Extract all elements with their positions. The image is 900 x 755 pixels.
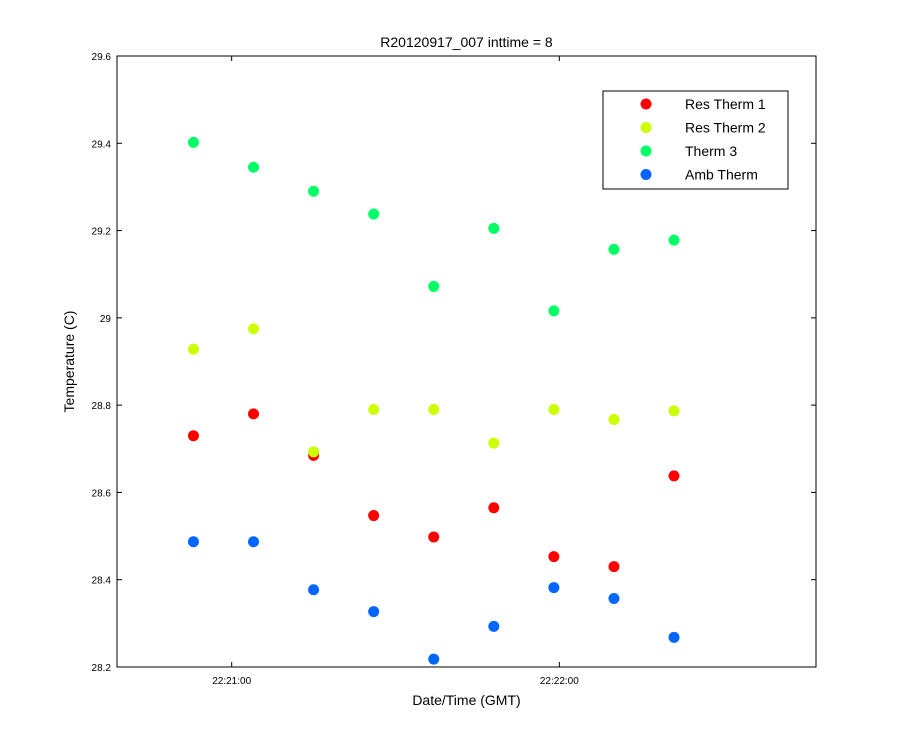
legend-marker-res-therm-2 <box>640 122 652 133</box>
point-amb-therm <box>248 536 260 548</box>
legend-label-res-therm-1: Res Therm 1 <box>685 96 766 112</box>
point-therm-3 <box>428 280 440 292</box>
point-amb-therm <box>608 592 620 604</box>
chart-title: R20120917_007 inttime = 8 <box>380 34 553 50</box>
point-res-therm-1 <box>187 430 199 442</box>
x-axis-title: Date/Time (GMT) <box>412 692 520 708</box>
y-tick-label: 29 <box>100 314 112 325</box>
legend-label-res-therm-2: Res Therm 2 <box>685 120 766 136</box>
point-amb-therm <box>668 631 680 643</box>
point-therm-3 <box>488 222 500 234</box>
point-amb-therm <box>488 620 500 632</box>
point-res-therm-1 <box>608 561 620 573</box>
point-res-therm-2 <box>308 446 320 458</box>
y-tick-label: 29.6 <box>92 52 112 63</box>
point-amb-therm <box>548 582 560 594</box>
y-tick-label: 28.4 <box>92 576 112 587</box>
point-res-therm-1 <box>488 502 500 514</box>
point-therm-3 <box>368 208 380 220</box>
point-amb-therm <box>308 584 320 596</box>
point-res-therm-2 <box>488 437 500 449</box>
y-tick-label: 28.8 <box>92 401 112 412</box>
x-tick-label: 22:21:00 <box>212 676 251 687</box>
x-tick-label: 22:22:00 <box>540 676 579 687</box>
point-therm-3 <box>248 161 260 173</box>
point-therm-3 <box>548 305 560 317</box>
y-axis-title: Temperature (C) <box>61 311 77 413</box>
point-res-therm-1 <box>668 470 680 482</box>
point-res-therm-2 <box>428 404 440 416</box>
point-res-therm-1 <box>368 510 380 522</box>
plot-area: 28.2 28.4 28.6 28.8 29 29.2 29.4 29.6 22:21:00 22… <box>92 52 817 687</box>
y-tick-label: 29.4 <box>92 139 112 150</box>
point-amb-therm <box>187 536 199 548</box>
point-res-therm-1 <box>428 531 440 543</box>
point-therm-3 <box>308 185 320 197</box>
legend-label-therm-3: Therm 3 <box>685 143 737 159</box>
y-tick-label: 28.6 <box>92 488 112 499</box>
y-tick-label: 29.2 <box>92 227 112 238</box>
legend: Res Therm 1 Res Therm 2 Therm 3 Amb Therm <box>602 90 789 190</box>
point-therm-3 <box>187 136 199 148</box>
axes-frame <box>116 55 817 668</box>
point-therm-3 <box>608 243 620 255</box>
point-res-therm-2 <box>187 343 199 355</box>
point-res-therm-1 <box>548 551 560 563</box>
legend-box <box>602 90 789 190</box>
point-res-therm-2 <box>608 414 620 426</box>
point-res-therm-2 <box>548 404 560 416</box>
legend-marker-res-therm-1 <box>640 98 652 110</box>
point-res-therm-1 <box>248 408 260 420</box>
legend-marker-amb-therm <box>640 169 652 180</box>
legend-marker-therm-3 <box>640 145 652 157</box>
y-tick-label: 28.2 <box>92 663 112 674</box>
point-amb-therm <box>368 606 380 618</box>
point-amb-therm <box>428 653 440 665</box>
point-res-therm-2 <box>248 323 260 335</box>
legend-label-amb-therm: Amb Therm <box>685 167 758 183</box>
point-therm-3 <box>668 234 680 246</box>
point-res-therm-2 <box>368 404 380 416</box>
point-res-therm-2 <box>668 405 680 417</box>
